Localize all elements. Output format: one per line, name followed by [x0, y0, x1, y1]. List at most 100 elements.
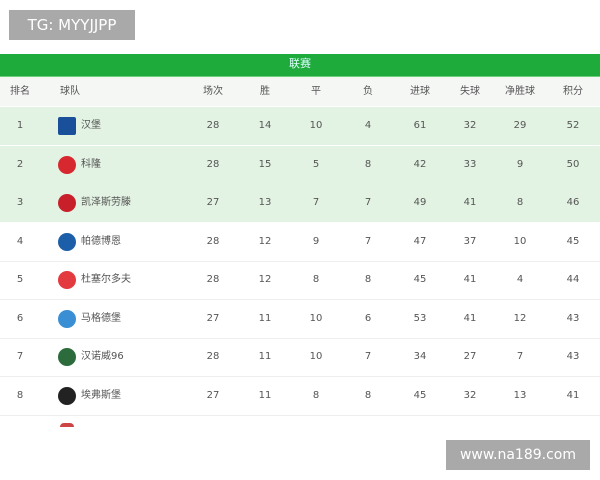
- table-row[interactable]: 2 科隆 28 15 5 8 42 33 9 50: [0, 145, 600, 184]
- koln-crest-icon: [58, 155, 76, 174]
- cell-pts: 45: [566, 235, 580, 247]
- cell-p: 28: [206, 120, 220, 131]
- cell-ga: 41: [463, 312, 477, 324]
- cell-l: 8: [364, 274, 372, 285]
- cell-ga: 32: [463, 120, 477, 131]
- cell-gf: 53: [413, 312, 427, 324]
- cell-l: 7: [364, 351, 372, 362]
- table-row[interactable]: 7 汉诺威96 28 11 10 7 34 27 7 43: [0, 338, 600, 377]
- cell-gd: 29: [513, 120, 527, 131]
- table-row[interactable]: 4 帕德博恩 28 12 9 7 47 37 10 45: [0, 223, 600, 262]
- cell-pts: 44: [566, 274, 580, 285]
- header-7: 失球: [460, 86, 480, 97]
- hamburg-crest-icon: [58, 117, 76, 135]
- team-name[interactable]: 杜塞尔多夫: [81, 274, 131, 285]
- cell-ga: 32: [463, 389, 477, 401]
- cell-gf: 47: [413, 235, 427, 247]
- cell-p: 27: [206, 312, 220, 324]
- team-name[interactable]: 马格德堡: [81, 312, 121, 324]
- cell-l: 6: [364, 312, 372, 324]
- cell-gd: 7: [516, 351, 524, 362]
- cell-d: 7: [312, 197, 320, 208]
- cell-ga: 37: [463, 235, 477, 247]
- magdeburg-crest-icon: [58, 309, 76, 328]
- cell-rank: 7: [16, 351, 24, 362]
- cell-p: 28: [206, 351, 220, 362]
- table-header: 排名 球队 场次 胜 平 负 进球 失球 净胜球 积分: [0, 77, 600, 106]
- cell-w: 12: [258, 235, 272, 247]
- cell-l: 8: [364, 158, 372, 170]
- cell-p: 28: [206, 235, 220, 247]
- cell-l: 4: [364, 120, 372, 131]
- cell-d: 8: [312, 389, 320, 401]
- cell-pts: 43: [566, 312, 580, 324]
- cell-ga: 33: [463, 158, 477, 170]
- team-cell: 帕德博恩: [58, 223, 121, 261]
- cell-gf: 61: [413, 120, 427, 131]
- cell-rank: 3: [16, 197, 24, 208]
- team-name[interactable]: 汉堡: [81, 120, 101, 131]
- cell-pts: 43: [566, 351, 580, 362]
- header-3: 胜: [260, 86, 270, 97]
- team-cell: 埃弗斯堡: [58, 377, 121, 415]
- cell-w: 14: [258, 120, 272, 131]
- cell-d: 10: [309, 120, 323, 131]
- team-cell: 汉堡: [58, 107, 101, 145]
- cell-rank: 1: [16, 120, 24, 131]
- cell-l: 7: [364, 197, 372, 208]
- cell-ga: 41: [463, 274, 477, 285]
- cell-p: 27: [206, 197, 220, 208]
- header-5: 负: [363, 86, 373, 97]
- cell-pts: 50: [566, 158, 580, 170]
- table-row[interactable]: 5 杜塞尔多夫 28 12 8 8 45 41 4 44: [0, 261, 600, 300]
- team-cell: 科隆: [58, 146, 101, 184]
- cell-gf: 45: [413, 389, 427, 401]
- kaiserslautern-crest-icon: [58, 194, 76, 212]
- team-name[interactable]: 帕德博恩: [81, 235, 121, 247]
- cell-gd: 13: [513, 389, 527, 401]
- cell-w: 12: [258, 274, 272, 285]
- cell-rank: 6: [16, 312, 24, 324]
- team-cell: 汉诺威96: [58, 338, 124, 376]
- header-6: 进球: [410, 86, 430, 97]
- header-4: 平: [311, 86, 321, 97]
- team-name[interactable]: 汉诺威96: [81, 351, 124, 362]
- cell-rank: 8: [16, 389, 24, 401]
- team-name[interactable]: 埃弗斯堡: [81, 389, 121, 401]
- cell-gd: 12: [513, 312, 527, 324]
- table-row[interactable]: 8 埃弗斯堡 27 11 8 8 45 32 13 41: [0, 377, 600, 416]
- cell-gd: 10: [513, 235, 527, 247]
- cell-d: 10: [309, 312, 323, 324]
- cell-gf: 34: [413, 351, 427, 362]
- team-name[interactable]: 科隆: [81, 158, 101, 170]
- cell-d: 10: [309, 351, 323, 362]
- cell-l: 7: [364, 235, 372, 247]
- cell-pts: 46: [566, 197, 580, 208]
- cell-gd: 4: [516, 274, 524, 285]
- cell-gd: 9: [516, 158, 524, 170]
- cell-w: 13: [258, 197, 272, 208]
- cell-gf: 42: [413, 158, 427, 170]
- cell-pts: 41: [566, 389, 580, 401]
- league-title: 联赛: [0, 54, 600, 78]
- cell-pts: 52: [566, 120, 580, 131]
- cell-ga: 27: [463, 351, 477, 362]
- table-row[interactable]: 6 马格德堡 27 11 10 6 53 41 12 43: [0, 300, 600, 339]
- cell-gd: 8: [516, 197, 524, 208]
- cell-gf: 45: [413, 274, 427, 285]
- dusseldorf-crest-icon: [58, 271, 76, 289]
- cell-p: 28: [206, 274, 220, 285]
- cell-rank: 5: [16, 274, 24, 285]
- header-1: 球队: [60, 86, 80, 97]
- team-cell: 凯泽斯劳滕: [58, 184, 131, 222]
- header-8: 净胜球: [505, 86, 535, 97]
- header-9: 积分: [563, 86, 583, 97]
- watermark-bottom: www.na189.com: [446, 440, 590, 470]
- header-0: 排名: [10, 86, 30, 97]
- header-2: 场次: [203, 86, 223, 97]
- table-row[interactable]: 1 汉堡 28 14 10 4 61 32 29 52: [0, 107, 600, 145]
- table-row[interactable]: 3 凯泽斯劳滕 27 13 7 7 49 41 8 46: [0, 184, 600, 222]
- cell-p: 28: [206, 158, 220, 170]
- partial-row-logo-icon: [60, 423, 74, 427]
- team-name[interactable]: 凯泽斯劳滕: [81, 197, 131, 208]
